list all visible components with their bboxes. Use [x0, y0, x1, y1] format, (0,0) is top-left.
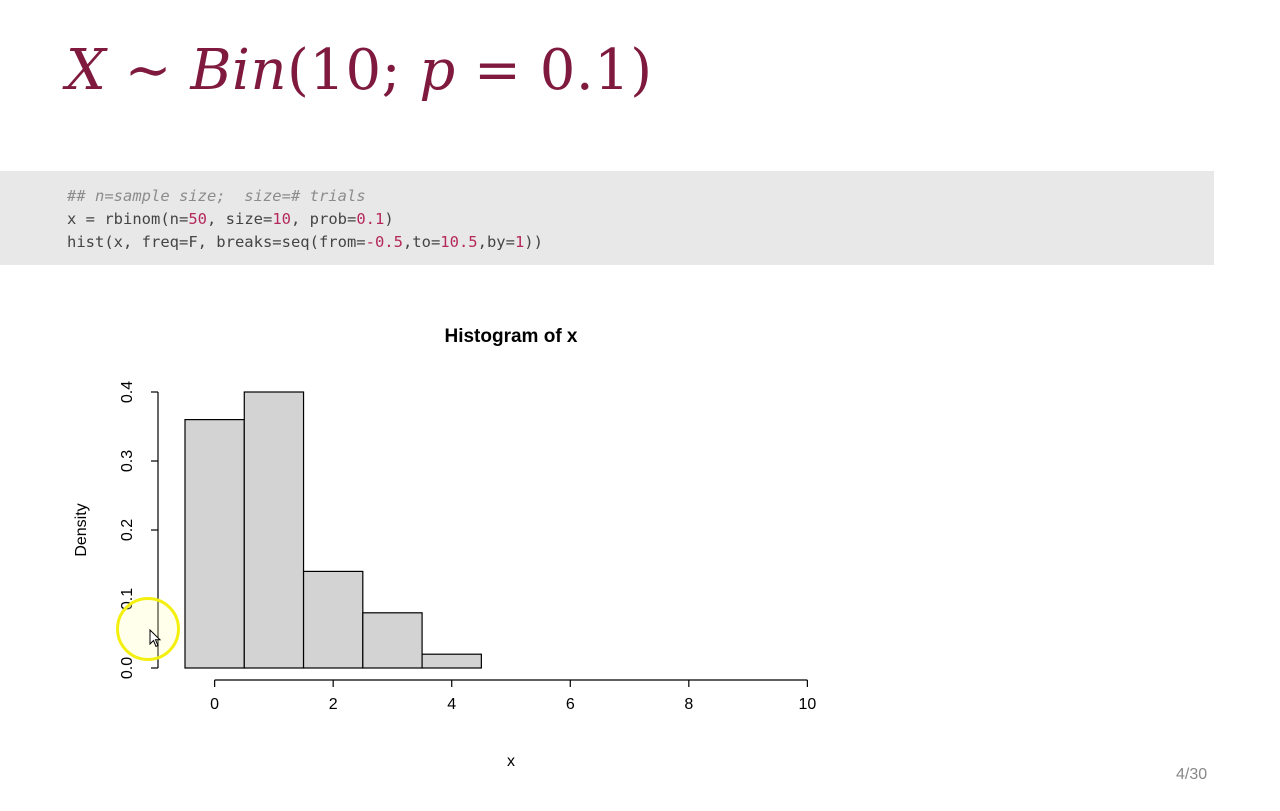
code-block: ## n=sample size; size=# trials x = rbin… [0, 171, 1214, 265]
code-text: ## n=sample size; size=# trials x = rbin… [67, 185, 543, 254]
title-args-close: = 0.1) [455, 38, 653, 103]
x-axis-label: x [507, 753, 515, 770]
y-tick-label: 0.4 [119, 381, 136, 403]
code-comment: ## n=sample size; size=# trials [67, 187, 366, 205]
title-random-variable: X [66, 38, 107, 103]
histogram-bar [421, 653, 482, 669]
histogram-bar [362, 612, 423, 669]
page-number: 4/30 [1176, 766, 1208, 783]
histogram-bar [184, 418, 245, 669]
chart-title: Histogram of x [444, 326, 577, 347]
slide-title: X ∼ Bin(10; p = 0.1) [66, 38, 653, 103]
title-distribution: Bin [190, 38, 288, 103]
code-line-rbinom: x = rbinom(n=50, size=10, prob=0.1) [67, 210, 394, 228]
y-tick-label: 0.3 [119, 450, 136, 472]
histogram-bar [243, 391, 305, 669]
title-args-open: (10; [287, 38, 420, 103]
x-tick-label: 10 [798, 696, 816, 713]
code-line-hist: hist(x, freq=F, breaks=seq(from=-0.5,to=… [67, 233, 543, 251]
y-tick-label: 0.2 [119, 519, 136, 541]
x-axis: 0 2 4 6 8 10 [210, 679, 816, 713]
title-param-p: p [419, 38, 456, 103]
x-tick-label: 8 [684, 696, 693, 713]
histogram-chart: Histogram of x 0 2 4 6 8 10 0.00.10.20.30.4 x… [73, 326, 816, 770]
y-tick-label: 0.0 [119, 657, 136, 679]
x-tick-label: 4 [447, 696, 456, 713]
mouse-cursor-icon [149, 629, 162, 648]
x-tick-label: 2 [329, 696, 338, 713]
histogram-bar [302, 570, 364, 669]
x-tick-label: 0 [210, 696, 219, 713]
y-axis-label: Density [73, 503, 90, 556]
histogram-bars [184, 391, 482, 669]
x-tick-label: 6 [566, 696, 575, 713]
title-tilde: ∼ [106, 38, 191, 103]
cursor-highlight [116, 597, 180, 661]
